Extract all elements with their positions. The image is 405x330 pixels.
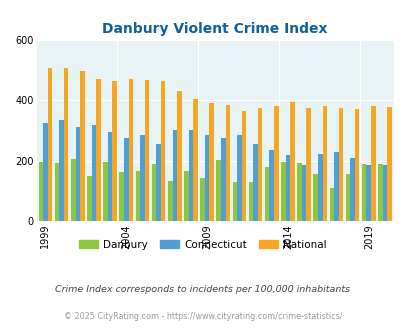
Bar bbox=[382, 165, 386, 221]
Bar bbox=[264, 167, 269, 221]
Bar bbox=[253, 144, 257, 221]
Bar bbox=[80, 71, 84, 221]
Bar bbox=[306, 108, 310, 221]
Legend: Danbury, Connecticut, National: Danbury, Connecticut, National bbox=[75, 236, 330, 254]
Bar bbox=[172, 130, 177, 221]
Bar bbox=[301, 165, 306, 221]
Text: © 2025 CityRating.com - https://www.cityrating.com/crime-statistics/: © 2025 CityRating.com - https://www.city… bbox=[64, 312, 341, 321]
Bar bbox=[144, 80, 149, 221]
Bar bbox=[237, 135, 241, 221]
Bar bbox=[43, 123, 47, 221]
Bar bbox=[75, 127, 80, 221]
Bar bbox=[160, 81, 165, 221]
Bar bbox=[103, 162, 108, 221]
Bar bbox=[188, 130, 193, 221]
Bar bbox=[366, 165, 370, 221]
Bar bbox=[350, 158, 354, 221]
Bar bbox=[386, 107, 391, 221]
Bar bbox=[55, 163, 59, 221]
Bar bbox=[135, 171, 140, 221]
Bar bbox=[285, 155, 290, 221]
Bar bbox=[151, 164, 156, 221]
Bar bbox=[177, 91, 181, 221]
Bar bbox=[156, 144, 160, 221]
Bar bbox=[370, 107, 375, 221]
Bar bbox=[193, 99, 197, 221]
Bar bbox=[361, 164, 366, 221]
Bar bbox=[205, 135, 209, 221]
Bar bbox=[273, 106, 278, 221]
Bar bbox=[225, 105, 230, 221]
Bar bbox=[329, 188, 333, 221]
Bar bbox=[280, 162, 285, 221]
Bar bbox=[290, 102, 294, 221]
Bar bbox=[296, 163, 301, 221]
Bar bbox=[317, 154, 322, 221]
Bar bbox=[209, 103, 213, 221]
Bar bbox=[38, 161, 43, 221]
Bar bbox=[232, 182, 237, 221]
Bar bbox=[112, 81, 117, 221]
Bar bbox=[184, 171, 188, 221]
Bar bbox=[47, 68, 52, 221]
Bar bbox=[354, 109, 358, 221]
Bar bbox=[257, 108, 262, 221]
Bar bbox=[338, 108, 342, 221]
Bar bbox=[220, 138, 225, 221]
Bar bbox=[96, 79, 100, 221]
Bar bbox=[108, 132, 112, 221]
Bar bbox=[59, 120, 64, 221]
Bar bbox=[377, 164, 382, 221]
Text: Crime Index corresponds to incidents per 100,000 inhabitants: Crime Index corresponds to incidents per… bbox=[55, 285, 350, 294]
Bar bbox=[128, 79, 133, 221]
Bar bbox=[345, 174, 350, 221]
Bar bbox=[200, 178, 205, 221]
Title: Danbury Violent Crime Index: Danbury Violent Crime Index bbox=[102, 22, 327, 36]
Bar bbox=[313, 174, 317, 221]
Bar bbox=[64, 68, 68, 221]
Bar bbox=[124, 138, 128, 221]
Bar bbox=[269, 150, 273, 221]
Bar bbox=[87, 176, 92, 221]
Bar bbox=[322, 106, 326, 221]
Bar bbox=[333, 151, 338, 221]
Bar bbox=[248, 182, 253, 221]
Bar bbox=[71, 159, 75, 221]
Bar bbox=[168, 181, 172, 221]
Bar bbox=[119, 172, 124, 221]
Bar bbox=[92, 125, 96, 221]
Bar bbox=[216, 160, 220, 221]
Bar bbox=[140, 135, 144, 221]
Bar bbox=[241, 111, 245, 221]
